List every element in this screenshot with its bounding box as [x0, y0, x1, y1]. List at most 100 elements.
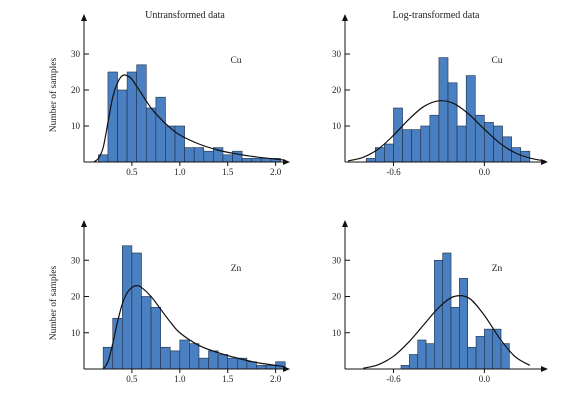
histogram-bar — [241, 158, 252, 163]
y-axis-arrow — [81, 14, 87, 21]
panel-cu-log-transformed: 10 20 30 -0.6 0.0 Cu — [332, 14, 548, 177]
panel-zn-untransformed: 10 20 30 0.5 1.0 1.5 2.0 Zn — [71, 220, 290, 384]
histogram-bar — [393, 107, 403, 163]
histogram-bar — [265, 365, 276, 370]
x-tick-label: 0.0 — [479, 374, 491, 384]
histogram-bar — [400, 365, 410, 370]
histogram-bar — [251, 158, 262, 163]
histogram-bar — [193, 147, 205, 163]
histogram-bar — [179, 339, 190, 370]
x-axis-arrow — [283, 159, 290, 165]
x-tick-label: 1.0 — [174, 374, 186, 384]
histogram-bar — [434, 259, 444, 370]
histogram-bar — [131, 252, 142, 370]
histogram-bar — [484, 328, 493, 370]
panel-cu-untransformed: 10 20 30 0.5 1.0 1.5 2.0 Cu — [71, 14, 290, 177]
histogram-bar — [402, 129, 412, 163]
histogram-bar — [475, 336, 485, 370]
x-tick-label: 0.5 — [126, 374, 138, 384]
metal-label: Cu — [491, 56, 502, 66]
metal-label: Cu — [230, 56, 241, 66]
x-tick-label: 1.5 — [222, 167, 234, 177]
histogram-bar — [112, 317, 123, 370]
histogram-bar — [467, 346, 477, 370]
histogram-bar — [141, 296, 152, 370]
histogram-bar — [411, 129, 422, 163]
y-tick-label: 30 — [71, 255, 81, 265]
x-tick-label: 0.5 — [126, 167, 138, 177]
y-tick-label: 20 — [332, 292, 342, 302]
fitted-curve — [363, 294, 531, 369]
histogram-bar — [203, 150, 214, 163]
y-axis-arrow — [342, 14, 348, 21]
fitted-curve — [93, 74, 286, 163]
y-tick-label: 10 — [332, 121, 342, 131]
histogram-bar — [222, 154, 233, 163]
histogram-bar — [438, 57, 449, 163]
histogram-bar — [208, 350, 219, 370]
ylabel-bottom: Number of samples — [48, 266, 59, 341]
histogram-bar — [169, 350, 181, 370]
y-tick-label: 10 — [71, 121, 81, 131]
histogram-bar — [217, 354, 229, 370]
y-tick-label: 10 — [71, 328, 81, 338]
histogram-bar — [417, 339, 427, 370]
histogram-bar — [384, 143, 394, 163]
fitted-curve — [347, 100, 546, 162]
x-tick-label: -0.6 — [386, 167, 401, 177]
x-tick-label: 0.0 — [479, 167, 491, 177]
histogram-bar — [409, 354, 419, 370]
y-tick-label: 30 — [332, 49, 342, 59]
histogram-bar — [198, 357, 209, 370]
x-tick-label: 2.0 — [270, 374, 282, 384]
panel-zn-log-transformed: 10 20 30 -0.6 0.0 Zn — [332, 220, 548, 384]
metal-label: Zn — [231, 264, 242, 274]
x-tick-label: -0.6 — [386, 374, 401, 384]
histogram-bar — [456, 125, 467, 163]
histogram-bar — [122, 245, 133, 370]
histogram-bar — [500, 343, 510, 370]
histogram-bar — [365, 158, 376, 163]
x-axis-arrow — [283, 366, 290, 372]
histogram-bar — [145, 107, 157, 163]
histogram-bar — [189, 343, 200, 370]
x-tick-label: 2.0 — [270, 167, 282, 177]
histogram-bar — [425, 343, 435, 370]
histogram-bar — [184, 147, 195, 163]
histogram-bar — [150, 307, 161, 370]
y-axis-arrow — [81, 220, 87, 227]
histogram-bar — [174, 125, 185, 163]
histogram-bar — [160, 346, 171, 370]
x-tick-label: 1.5 — [222, 374, 234, 384]
x-axis-arrow — [541, 159, 548, 165]
y-tick-label: 20 — [71, 292, 81, 302]
histogram-bar — [246, 361, 257, 370]
histogram-bar — [126, 71, 138, 163]
histogram-bar — [155, 96, 166, 163]
column-title-untransformed: Untransformed data — [145, 10, 225, 21]
histogram-bar — [442, 252, 452, 370]
histogram-bar — [117, 89, 128, 163]
histogram-bar — [420, 125, 431, 163]
ylabel-top: Number of samples — [48, 58, 59, 133]
x-tick-label: 1.0 — [174, 167, 186, 177]
histogram-bar — [502, 136, 512, 163]
x-axis-arrow — [541, 366, 548, 372]
column-title-log-transformed: Log-transformed data — [393, 10, 480, 21]
histogram-bar — [232, 150, 243, 163]
histogram-bar — [459, 278, 469, 370]
y-tick-label: 30 — [332, 255, 342, 265]
histogram-bar — [450, 307, 460, 370]
y-axis-arrow — [342, 220, 348, 227]
fitted-curve — [102, 285, 286, 370]
histogram-bar — [484, 122, 494, 163]
y-tick-label: 30 — [71, 49, 81, 59]
histogram-bar — [227, 357, 238, 370]
histogram-bar — [256, 365, 267, 370]
y-tick-label: 20 — [332, 85, 342, 95]
metal-label: Zn — [492, 264, 503, 274]
histogram-bar — [429, 114, 440, 163]
y-tick-label: 20 — [71, 85, 81, 95]
histogram-bar — [447, 82, 458, 163]
histogram-bar — [136, 64, 147, 163]
